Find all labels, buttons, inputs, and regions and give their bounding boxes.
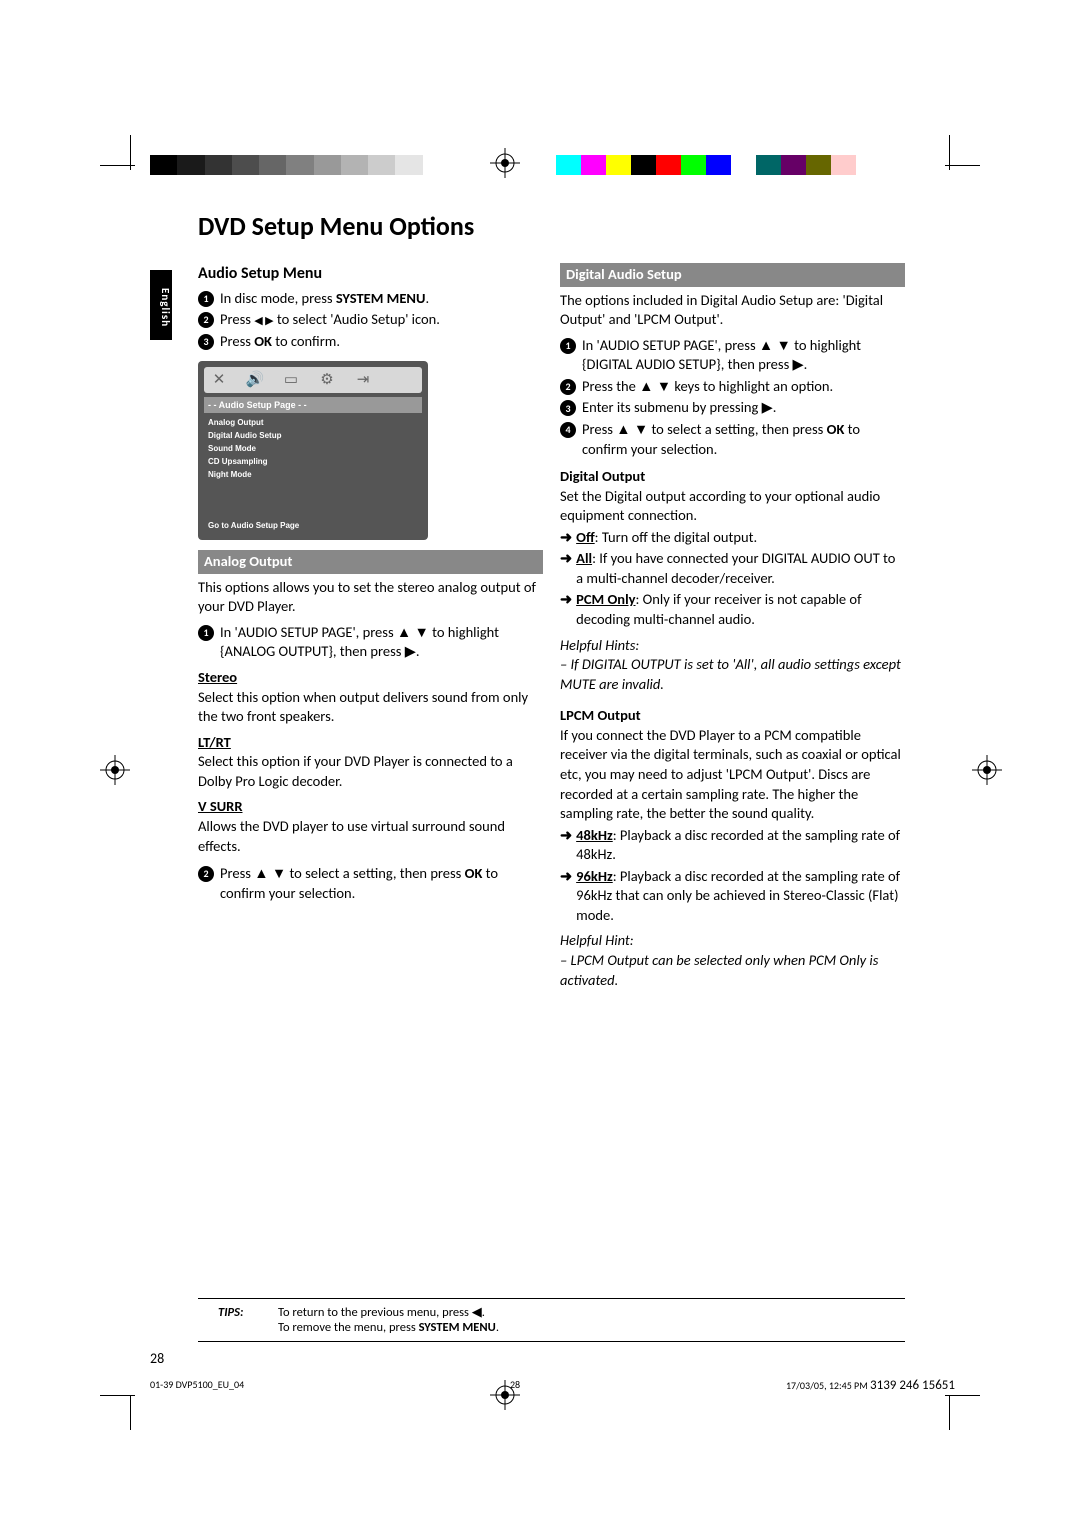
step-number: 4 [560, 422, 576, 438]
step: 2 Press ◀ ▶ to select 'Audio Setup' icon. [198, 310, 543, 330]
step: 2 Press the ▲ ▼ keys to highlight an opti… [560, 377, 905, 397]
step-number: 1 [198, 291, 214, 307]
step: 1 In 'AUDIO SETUP PAGE', press ▲ ▼ to hi… [198, 623, 543, 662]
digital-output-heading: Digital Output [560, 467, 905, 487]
tips-label: TIPS: [198, 1305, 278, 1335]
osd-exit-icon: ⇥ [352, 371, 374, 389]
step-text: Press OK to confirm. [220, 332, 543, 352]
step-text: In disc mode, press SYSTEM MENU. [220, 289, 543, 309]
osd-icon-row: ✕ 🔊 ▭ ⚙ ⇥ [204, 367, 422, 393]
osd-footer: Go to Audio Setup Page [204, 519, 422, 534]
ltrt-heading: LT/RT [198, 733, 543, 753]
das-intro: The options included in Digital Audio Se… [560, 291, 905, 330]
option-item: ➜Off: Turn off the digital output. [560, 528, 905, 548]
step-text: Press ◀ ▶ to select 'Audio Setup' icon. [220, 310, 543, 330]
tips-footer: TIPS: To return to the previous menu, pr… [198, 1298, 905, 1342]
registration-mark-right [972, 755, 1002, 790]
step-number: 2 [560, 379, 576, 395]
lpcm-intro: If you connect the DVD Player to a PCM c… [560, 726, 905, 824]
analog-intro: This options allows you to set the stere… [198, 578, 543, 617]
step-number: 2 [198, 866, 214, 882]
step-number: 2 [198, 312, 214, 328]
analog-output-heading: Analog Output [198, 550, 543, 574]
step-text: In 'AUDIO SETUP PAGE', press ▲ ▼ to high… [220, 623, 543, 662]
osd-list: Analog OutputDigital Audio SetupSound Mo… [204, 415, 422, 501]
stereo-text: Select this option when output delivers … [198, 688, 543, 727]
option-item: ➜All: If you have connected your DIGITAL… [560, 549, 905, 588]
digital-output-intro: Set the Digital output according to your… [560, 487, 905, 526]
helpful-hints-heading: Helpful Hints: [560, 636, 905, 656]
tips-body: To return to the previous menu, press ◀.… [278, 1305, 905, 1335]
helpful-hint-heading: Helpful Hint: [560, 931, 905, 951]
stereo-heading: Stereo [198, 668, 543, 688]
helpful-hint-text: – LPCM Output can be selected only when … [560, 951, 905, 990]
registration-mark-left [100, 755, 130, 790]
osd-item: Night Mode [208, 469, 418, 482]
step-text: In 'AUDIO SETUP PAGE', press ▲ ▼ to high… [582, 336, 905, 375]
osd-item: Sound Mode [208, 443, 418, 456]
option-item: ➜96kHz: Playback a disc recorded at the … [560, 867, 905, 926]
left-column: Audio Setup Menu 1 In disc mode, press SY… [198, 263, 543, 905]
grayscale-calibration-bar [150, 155, 450, 175]
digital-audio-setup-heading: Digital Audio Setup [560, 263, 905, 287]
footer-date-code: 17/03/05, 12:45 PM 3139 246 15651 [786, 1378, 955, 1393]
step: 3 Enter its submenu by pressing ▶. [560, 398, 905, 418]
step-number: 1 [198, 625, 214, 641]
step-number: 3 [198, 334, 214, 350]
osd-speaker-icon: 🔊 [244, 371, 266, 389]
vsurr-heading: V SURR [198, 797, 543, 817]
helpful-hints-text: – If DIGITAL OUTPUT is set to 'All', all… [560, 655, 905, 694]
osd-tools-icon: ✕ [208, 371, 230, 389]
footer-page: 28 [510, 1378, 520, 1393]
registration-mark-top [490, 148, 520, 183]
step-text: Press ▲ ▼ to select a setting, then pres… [220, 864, 543, 903]
step-number: 3 [560, 400, 576, 416]
crop-mark [949, 135, 950, 170]
right-column: Digital Audio Setup The options included… [560, 263, 905, 990]
lpcm-output-heading: LPCM Output [560, 706, 905, 726]
step: 2 Press ▲ ▼ to select a setting, then pr… [198, 864, 543, 903]
crop-mark [130, 135, 131, 170]
osd-item: CD Upsampling [208, 456, 418, 469]
crop-mark [949, 1395, 950, 1430]
option-item: ➜PCM Only: Only if your receiver is not … [560, 590, 905, 629]
audio-setup-heading: Audio Setup Menu [198, 263, 543, 285]
page-title: DVD Setup Menu Options [198, 210, 474, 242]
crop-mark [130, 1395, 131, 1430]
osd-menu-screenshot: ✕ 🔊 ▭ ⚙ ⇥ - - Audio Setup Page - - Analo… [198, 361, 428, 540]
crop-mark [945, 1395, 980, 1396]
osd-video-icon: ▭ [280, 371, 302, 389]
step-text: Press the ▲ ▼ keys to highlight an optio… [582, 377, 905, 397]
language-tab: English [150, 270, 172, 340]
step: 4 Press ▲ ▼ to select a setting, then pre… [560, 420, 905, 459]
footer-filename: 01-39 DVP5100_EU_04 [150, 1378, 244, 1393]
crop-mark [945, 165, 980, 166]
step-text: Press ▲ ▼ to select a setting, then pres… [582, 420, 905, 459]
ltrt-text: Select this option if your DVD Player is… [198, 752, 543, 791]
step: 3 Press OK to confirm. [198, 332, 543, 352]
color-calibration-bar [556, 155, 856, 175]
option-item: ➜48kHz: Playback a disc recorded at the … [560, 826, 905, 865]
osd-item: Digital Audio Setup [208, 430, 418, 443]
page-number: 28 [150, 1350, 164, 1367]
vsurr-text: Allows the DVD player to use virtual sur… [198, 817, 543, 856]
step-number: 1 [560, 338, 576, 354]
step-text: Enter its submenu by pressing ▶. [582, 398, 905, 418]
step: 1 In disc mode, press SYSTEM MENU. [198, 289, 543, 309]
print-footer: 01-39 DVP5100_EU_04 28 17/03/05, 12:45 P… [150, 1378, 955, 1393]
osd-title: - - Audio Setup Page - - [204, 397, 422, 413]
osd-preference-icon: ⚙ [316, 371, 338, 389]
osd-item: Analog Output [208, 417, 418, 430]
step: 1 In 'AUDIO SETUP PAGE', press ▲ ▼ to hig… [560, 336, 905, 375]
